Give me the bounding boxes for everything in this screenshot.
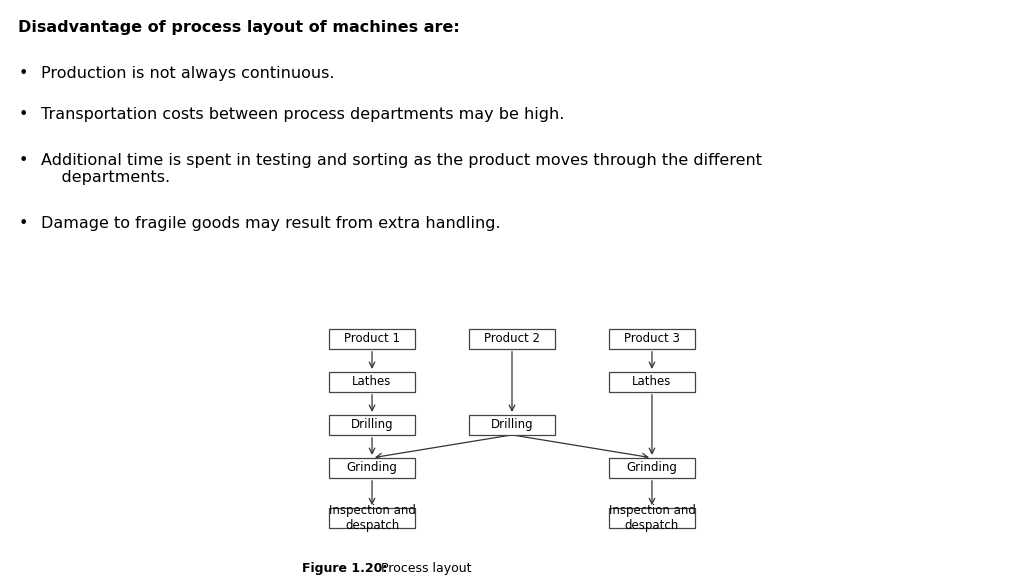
Text: Lathes: Lathes bbox=[352, 376, 392, 388]
Text: Drilling: Drilling bbox=[490, 418, 534, 431]
FancyBboxPatch shape bbox=[329, 372, 416, 392]
Text: Product 2: Product 2 bbox=[484, 332, 540, 345]
Text: •: • bbox=[18, 107, 28, 122]
Text: Disadvantage of process layout of machines are:: Disadvantage of process layout of machin… bbox=[18, 20, 460, 35]
FancyBboxPatch shape bbox=[608, 329, 695, 349]
FancyBboxPatch shape bbox=[608, 372, 695, 392]
FancyBboxPatch shape bbox=[608, 458, 695, 478]
Text: Figure 1.20:: Figure 1.20: bbox=[302, 562, 387, 575]
FancyBboxPatch shape bbox=[469, 415, 555, 435]
Text: Grinding: Grinding bbox=[346, 461, 397, 475]
Text: Grinding: Grinding bbox=[627, 461, 678, 475]
Text: •: • bbox=[18, 216, 28, 231]
FancyBboxPatch shape bbox=[608, 508, 695, 528]
FancyBboxPatch shape bbox=[329, 508, 416, 528]
Text: Drilling: Drilling bbox=[351, 418, 393, 431]
Text: Inspection and
despatch: Inspection and despatch bbox=[608, 504, 695, 532]
Text: Product 1: Product 1 bbox=[344, 332, 400, 345]
FancyBboxPatch shape bbox=[329, 458, 416, 478]
Text: Production is not always continuous.: Production is not always continuous. bbox=[41, 66, 335, 81]
Text: •: • bbox=[18, 66, 28, 81]
Text: Product 3: Product 3 bbox=[624, 332, 680, 345]
Text: Process layout: Process layout bbox=[377, 562, 471, 575]
Text: Damage to fragile goods may result from extra handling.: Damage to fragile goods may result from … bbox=[41, 216, 501, 231]
Text: Lathes: Lathes bbox=[632, 376, 672, 388]
Text: Additional time is spent in testing and sorting as the product moves through the: Additional time is spent in testing and … bbox=[41, 153, 762, 185]
Text: Transportation costs between process departments may be high.: Transportation costs between process dep… bbox=[41, 107, 564, 122]
FancyBboxPatch shape bbox=[469, 329, 555, 349]
Text: Inspection and
despatch: Inspection and despatch bbox=[329, 504, 416, 532]
FancyBboxPatch shape bbox=[329, 329, 416, 349]
FancyBboxPatch shape bbox=[329, 415, 416, 435]
Text: •: • bbox=[18, 153, 28, 168]
